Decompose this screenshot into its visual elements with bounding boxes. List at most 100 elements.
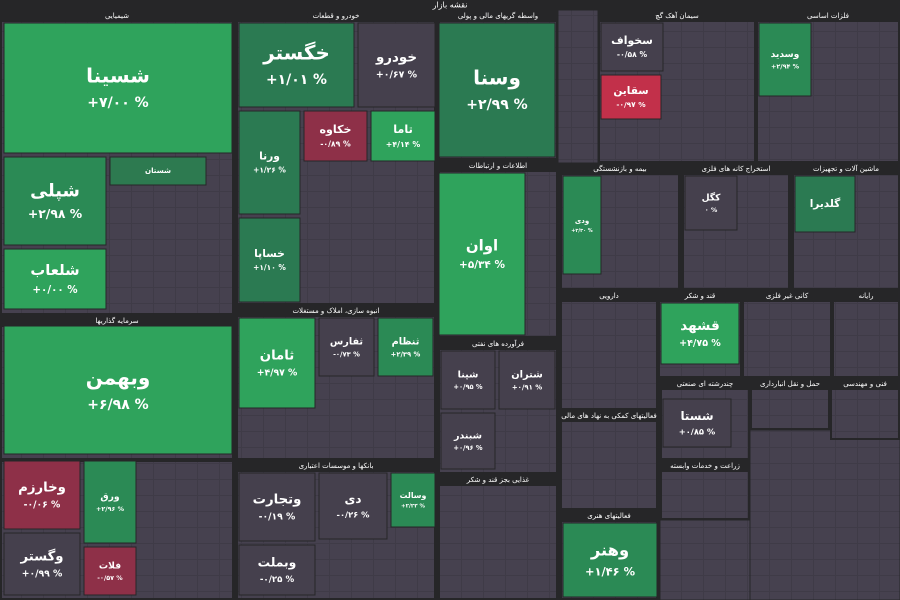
sector-title: قند و شکر — [684, 292, 716, 300]
sector-header — [757, 10, 899, 22]
tile — [440, 350, 496, 410]
tile — [438, 22, 556, 158]
tile-name: خگستر — [262, 41, 330, 65]
sector — [742, 290, 832, 378]
sector-header — [439, 338, 557, 350]
tile-name: سقاین — [613, 85, 648, 97]
tile-name: شبندر — [453, 430, 482, 441]
sector-header — [237, 10, 435, 22]
tile-change: ۰ % — [705, 206, 718, 214]
tile-name: وبملت — [258, 556, 297, 570]
tile-name: وسنا — [473, 66, 521, 90]
tile-name: شپلی — [30, 181, 80, 201]
tile — [3, 22, 233, 154]
tile-name: شتران — [511, 370, 543, 381]
sector-header — [1, 10, 233, 22]
tile — [440, 412, 496, 470]
tile — [3, 532, 81, 596]
sector-title: بانکها و موسسات اعتباری — [299, 462, 374, 470]
sector-header — [561, 163, 679, 175]
sector-header — [237, 305, 435, 317]
sector-title: زراعت و خدمات وابسته — [670, 462, 740, 470]
tile — [3, 325, 233, 455]
map-title: نقشه بازار — [432, 1, 468, 10]
tile-change: +۴/۱۴ % — [386, 140, 421, 149]
sector-title: فنی و مهندسی — [843, 380, 887, 388]
tile-name: شستان — [145, 166, 171, 175]
sector-title: شیمیایی — [105, 12, 129, 20]
sector-title: غذایی بجز قند و شکر — [466, 476, 530, 484]
tile-name: ورنا — [259, 150, 280, 163]
tile-change: +۴/۹۷ % — [257, 367, 298, 378]
tile-name: وسالت — [400, 491, 427, 500]
tile — [109, 156, 207, 186]
tile-change: -۰/۱۹ % — [259, 511, 296, 522]
sector-title: بیمه و بازنشستگی — [593, 164, 646, 173]
tile-change: -۰/۲۵ % — [260, 575, 295, 585]
tile-change: +۲/۹۹ % — [466, 97, 527, 113]
tile-name: ورق — [100, 491, 119, 502]
tile-change: +۱/۲۶ % — [253, 166, 286, 175]
tile-name: خساپا — [254, 247, 285, 260]
sector-header — [439, 10, 557, 22]
tile-change: +۲/۹۶ % — [96, 505, 125, 513]
tile — [3, 156, 107, 246]
sector-header — [743, 290, 831, 302]
tile-name: ثامان — [260, 349, 294, 364]
sector-title: سیمان آهک گچ — [655, 11, 699, 20]
sector-title: رایانه — [858, 292, 873, 300]
tile-change: +۰/۶۷ % — [376, 70, 418, 81]
tile-name: شستا — [680, 409, 713, 423]
tile-name: گلدیرا — [810, 197, 841, 210]
tile-name: شپنا — [458, 369, 479, 380]
filler-area — [749, 429, 900, 600]
tile-name: شلعاب — [30, 262, 79, 279]
tile-change: +۷/۰۰ % — [87, 95, 148, 111]
sector-title: فعالیتهای هنری — [587, 512, 630, 520]
sector-header — [439, 474, 557, 486]
tile-change: -۰/۹۷ % — [616, 100, 646, 109]
tile-name: ثفارس — [330, 337, 363, 348]
sector-title: دارویی — [599, 292, 619, 300]
tile — [390, 472, 436, 528]
tile — [83, 546, 137, 596]
sector — [560, 410, 658, 510]
sector-title: سرمایه گذاریها — [95, 316, 138, 325]
sector-header — [439, 160, 557, 172]
sector-header — [561, 410, 657, 422]
sector-header — [661, 460, 749, 472]
tile-name: خکاوه — [320, 123, 352, 136]
tile-change: -۰/۰۶ % — [24, 499, 61, 510]
tile — [3, 248, 107, 310]
tile-name: وخارزم — [18, 481, 66, 496]
sector-title: چندرشته ای صنعتی — [677, 380, 733, 388]
tile — [238, 110, 301, 215]
tile — [370, 110, 436, 162]
tile — [600, 22, 664, 72]
tile — [3, 460, 81, 530]
tile — [438, 172, 526, 336]
tile-name: وبهمن — [86, 366, 151, 390]
tile-change: -۰/۵۸ % — [617, 50, 648, 59]
tile — [377, 317, 434, 377]
tile-change: -۰/۵۷ % — [97, 574, 123, 582]
sector — [832, 290, 900, 378]
tile — [318, 472, 388, 540]
tile — [562, 175, 602, 275]
tile-name: وگستر — [19, 548, 63, 565]
tile-change: +۱/۰۱ % — [266, 72, 327, 88]
sector-title: کانی غیر فلزی — [766, 292, 809, 300]
tile — [684, 175, 738, 231]
sector-header — [237, 460, 435, 472]
tile-name: ثنظام — [392, 337, 420, 348]
tile — [238, 217, 301, 303]
tile-change: +۲/۹۴ % — [771, 62, 800, 70]
tile-change: +۴/۷۵ % — [679, 338, 721, 349]
tile-change: +۰/۹۵ % — [453, 383, 483, 391]
sector-title: ماشین آلات و تجهیزات — [813, 164, 879, 173]
tile — [83, 460, 137, 544]
sector — [438, 474, 558, 600]
tile-change: -۰/۲۶ % — [337, 509, 371, 519]
sector-header — [561, 510, 657, 522]
